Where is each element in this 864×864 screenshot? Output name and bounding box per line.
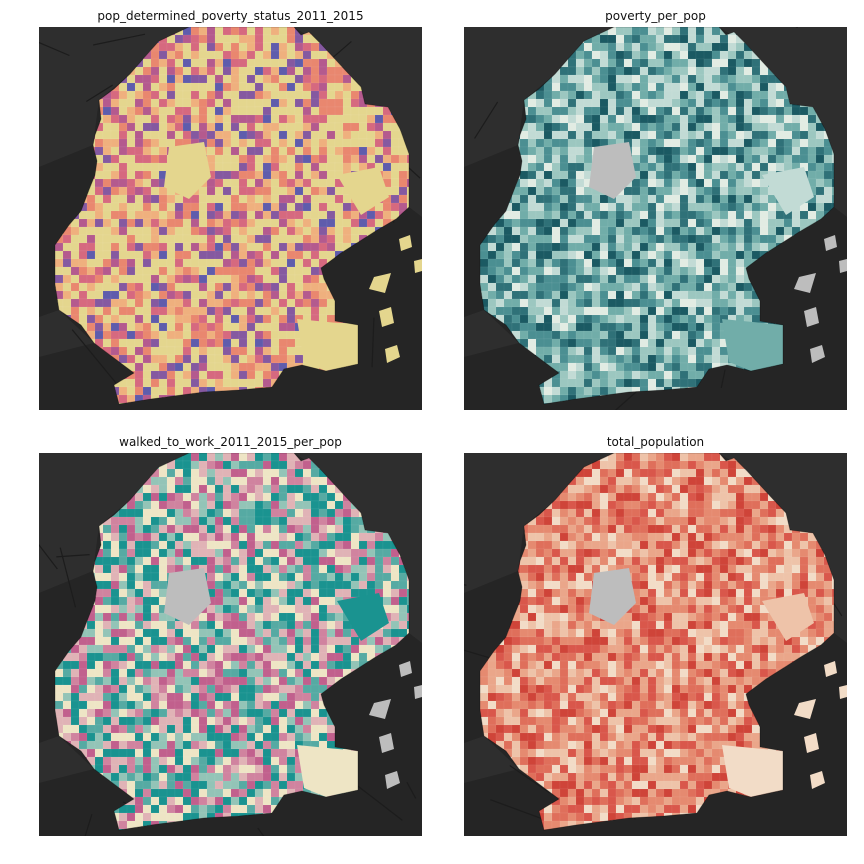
- island: [804, 733, 819, 753]
- census-tracts: [480, 453, 834, 830]
- park-tract: [589, 568, 636, 625]
- panel-title: pop_determined_poverty_status_2011_2015: [97, 9, 364, 23]
- surrounding-land: [294, 27, 422, 217]
- island: [379, 733, 394, 753]
- large-tract: [762, 167, 814, 215]
- borough-outline: [54, 27, 410, 405]
- panel-title: total_population: [606, 435, 705, 449]
- map-panel-poverty-per-pop: poverty_per_pop: [464, 9, 847, 410]
- island: [399, 235, 412, 251]
- surrounding-land: [464, 453, 614, 593]
- borough-outline: [479, 27, 835, 405]
- island: [399, 661, 412, 677]
- large-tract: [297, 319, 358, 371]
- surrounding-land: [294, 453, 422, 643]
- island: [824, 235, 837, 251]
- borough-outline: [479, 453, 835, 831]
- island: [379, 307, 394, 327]
- surrounding-land: [719, 453, 847, 643]
- island: [385, 345, 400, 363]
- large-tract: [762, 593, 814, 641]
- island: [794, 699, 816, 719]
- large-tract: [337, 167, 389, 215]
- island: [794, 273, 816, 293]
- choropleth-map: [464, 27, 847, 410]
- island: [839, 685, 847, 699]
- large-tract: [337, 593, 389, 641]
- large-tract: [722, 319, 783, 371]
- surrounding-land: [464, 736, 519, 783]
- island: [414, 259, 422, 273]
- choropleth-map: [39, 453, 422, 836]
- surrounding-land: [39, 310, 94, 357]
- island: [804, 307, 819, 327]
- large-tract: [722, 745, 783, 797]
- choropleth-map: [39, 27, 422, 410]
- island: [369, 273, 391, 293]
- park-tract: [589, 142, 636, 199]
- park-tract: [164, 568, 211, 625]
- surrounding-land: [39, 736, 94, 783]
- surrounding-land: [39, 453, 189, 593]
- island: [839, 259, 847, 273]
- map-panel-pop-determined-poverty-status: pop_determined_poverty_status_2011_2015: [39, 9, 422, 410]
- panel-title: walked_to_work_2011_2015_per_pop: [119, 435, 342, 449]
- surrounding-land: [39, 27, 189, 167]
- surrounding-land: [464, 310, 519, 357]
- island: [414, 685, 422, 699]
- map-panel-total-population: total_population: [464, 435, 847, 836]
- island: [824, 661, 837, 677]
- park-tract: [164, 142, 211, 199]
- large-tract: [297, 745, 358, 797]
- map-panel-walked-to-work: walked_to_work_2011_2015_per_pop: [39, 435, 422, 836]
- surrounding-land: [719, 27, 847, 217]
- panel-title: poverty_per_pop: [605, 9, 706, 23]
- borough-outline: [54, 453, 410, 831]
- choropleth-map: [464, 453, 847, 836]
- island: [810, 771, 825, 789]
- island: [369, 699, 391, 719]
- island: [810, 345, 825, 363]
- surrounding-land: [464, 27, 614, 167]
- island: [385, 771, 400, 789]
